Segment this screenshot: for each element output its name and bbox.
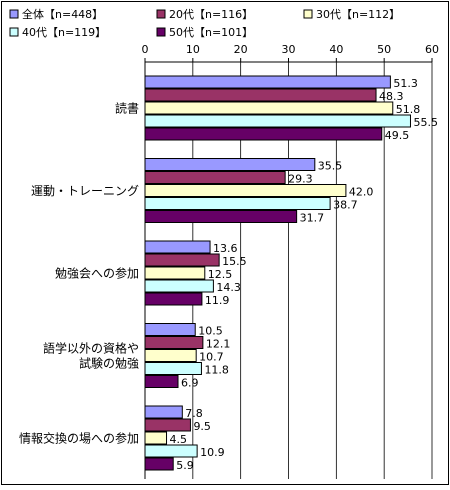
category-label-line: 勉強会への参加 [55, 266, 139, 281]
bar-value-label: 38.7 [333, 199, 358, 212]
bar-value-label: 48.3 [379, 90, 404, 103]
legend-swatch [156, 9, 166, 19]
category-label-line: 試験の勉強 [79, 356, 139, 371]
bar-value-label: 9.5 [193, 420, 211, 433]
bar [144, 418, 191, 432]
bar [144, 349, 197, 362]
bar [144, 184, 347, 197]
bar-value-label: 5.9 [176, 459, 194, 472]
category-label-line: 運動・トレーニング [31, 184, 139, 198]
bar-value-label: 6.9 [181, 377, 199, 390]
legend-label: 20代【n=116】 [169, 8, 253, 21]
legend-swatch [9, 27, 19, 37]
bar-value-label: 10.7 [199, 351, 224, 364]
category-label: 語学以外の資格や試験の勉強 [43, 341, 139, 371]
legend-label: 50代【n=101】 [169, 26, 253, 39]
legend-label: 40代【n=119】 [22, 26, 106, 39]
bar [144, 197, 331, 210]
bar-value-label: 12.1 [206, 338, 231, 351]
category-label: 勉強会への参加 [55, 266, 139, 281]
bar [144, 210, 298, 223]
bar-value-label: 49.5 [385, 129, 410, 142]
bar [144, 279, 214, 293]
bar [144, 240, 211, 254]
bar-value-label: 12.5 [208, 268, 233, 281]
bar-value-label: 11.9 [205, 294, 230, 307]
bar [144, 88, 377, 102]
category-label: 読書 [115, 101, 139, 116]
bar [144, 444, 198, 458]
legend-label: 30代【n=112】 [316, 8, 400, 21]
bar-value-label: 55.5 [413, 116, 438, 129]
legend-label: 全体【n=448】 [22, 7, 103, 21]
bar [144, 375, 179, 388]
legend-swatch [9, 9, 19, 19]
category-label: 情報交換の場への参加 [19, 431, 139, 446]
bar [144, 457, 174, 471]
x-tick-label: 60 [425, 43, 439, 56]
bar [144, 75, 391, 89]
bar-value-label: 42.0 [349, 186, 374, 199]
bar [144, 253, 220, 267]
bar-value-label: 4.5 [170, 433, 188, 446]
bar [144, 158, 316, 171]
bar [144, 405, 183, 419]
bar-value-label: 51.8 [396, 103, 421, 116]
bar-value-label: 10.9 [200, 446, 225, 459]
bar-value-label: 14.3 [216, 281, 241, 294]
x-tick-label: 20 [234, 43, 248, 56]
x-tick-label: 40 [329, 43, 343, 56]
bar-value-label: 11.8 [204, 364, 229, 377]
bar-value-label: 35.5 [318, 160, 343, 173]
bar-value-label: 7.8 [185, 407, 203, 420]
category-label: 運動・トレーニング [31, 184, 139, 198]
bar-value-label: 10.5 [198, 325, 223, 338]
category-label-line: 情報交換の場への参加 [19, 431, 139, 446]
bar-value-label: 15.5 [222, 255, 247, 268]
legend-swatch [156, 27, 166, 37]
category-label-line: 語学以外の資格や [43, 341, 139, 356]
bar [144, 266, 206, 280]
bar [144, 127, 383, 141]
x-tick-label: 50 [377, 43, 391, 56]
bar-value-label: 29.3 [288, 173, 313, 186]
bar [144, 336, 204, 349]
bar-value-label: 31.7 [300, 212, 325, 225]
x-tick-label: 30 [282, 43, 296, 56]
bar [144, 292, 203, 306]
category-label-line: 読書 [115, 101, 139, 116]
bar [144, 431, 168, 445]
bar [144, 323, 196, 336]
bar [144, 114, 411, 128]
bar [144, 171, 286, 184]
x-tick-label: 0 [142, 43, 149, 56]
bar-value-label: 51.3 [393, 77, 418, 90]
x-tick-label: 10 [186, 43, 200, 56]
bar [144, 101, 394, 115]
bar [144, 362, 202, 375]
legend-swatch [303, 9, 313, 19]
bar-value-label: 13.6 [213, 242, 238, 255]
